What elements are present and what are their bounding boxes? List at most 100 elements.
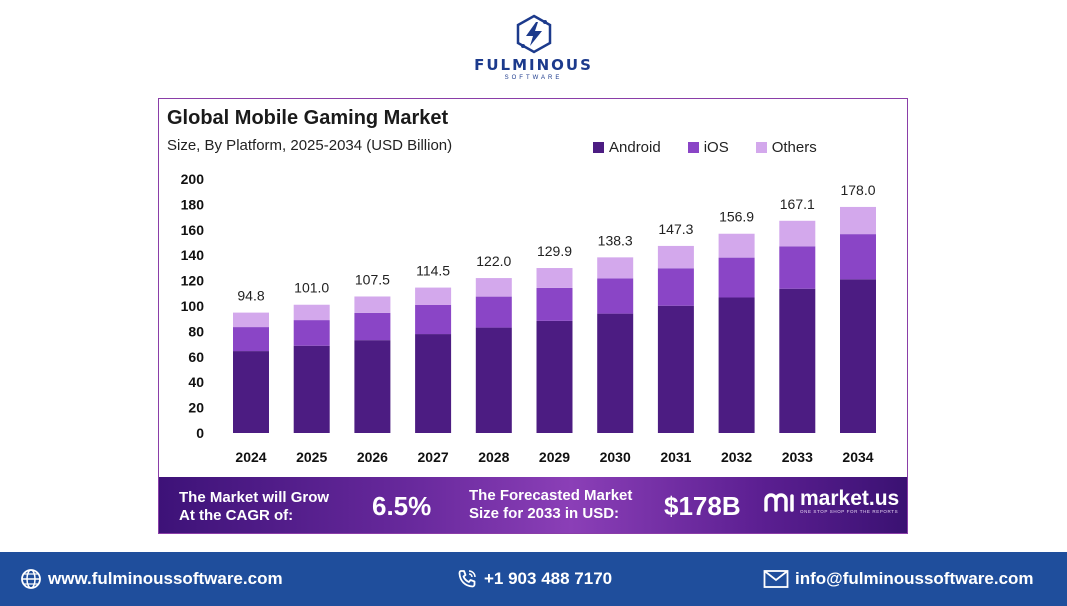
bar-segment-android xyxy=(354,340,391,433)
bar-segment-ios xyxy=(415,304,452,335)
bar-segment-ios xyxy=(657,268,694,306)
bar-total-label: 167.1 xyxy=(780,196,815,212)
summary-banner: The Market will Grow At the CAGR of: 6.5… xyxy=(159,477,907,533)
bar-total-label: 122.0 xyxy=(476,253,511,269)
forecast-label-line2: Size for 2033 in USD: xyxy=(469,505,620,522)
bar-segment-android xyxy=(293,345,330,433)
bar-segment-others xyxy=(293,304,330,321)
bar-segment-others xyxy=(657,245,694,269)
legend-label-others: Others xyxy=(771,139,817,156)
bar-segment-others xyxy=(718,233,755,258)
cagr-label-line2: At the CAGR of: xyxy=(179,507,294,524)
y-tick-label: 20 xyxy=(188,400,204,416)
bar-segment-ios xyxy=(779,246,816,289)
bar-segment-android xyxy=(657,305,694,433)
forecast-label-line1: The Forecasted Market xyxy=(469,487,633,504)
bar-total-label: 147.3 xyxy=(658,221,693,237)
legend-label-ios: iOS xyxy=(703,139,729,156)
cagr-label-line1: The Market will Grow xyxy=(179,489,330,506)
stacked-bar-chart: 0 20 40 60 80 100 120 140 160 180 200 94.8 2024 101.0… xyxy=(181,171,876,465)
bar-total-label: 138.3 xyxy=(598,232,633,248)
bar-segment-android xyxy=(840,279,876,433)
x-tick-label: 2028 xyxy=(478,449,509,465)
chart-subtitle: Size, By Platform, 2025-2034 (USD Billio… xyxy=(167,137,453,154)
bar-segment-others xyxy=(779,220,816,247)
bar-segment-ios xyxy=(293,320,330,346)
x-tick-label: 2027 xyxy=(418,449,449,465)
bar-segment-android xyxy=(597,313,634,433)
bar-segment-others xyxy=(597,257,634,279)
bar-segment-others xyxy=(415,287,452,305)
legend-item-android: Android xyxy=(593,139,661,156)
market-us-logo: market.us ONE STOP SHOP FOR THE REPORTS xyxy=(763,487,900,514)
market-us-icon xyxy=(764,492,794,512)
x-tick-label: 2029 xyxy=(539,449,570,465)
legend-item-others: Others xyxy=(755,139,817,156)
market-us-name: market.us xyxy=(800,487,900,510)
footer-phone[interactable]: +1 903 488 7170 xyxy=(456,552,612,606)
y-tick-label: 200 xyxy=(181,171,205,187)
bar-total-label: 101.0 xyxy=(294,280,329,296)
bar-total-label: 114.5 xyxy=(416,263,450,279)
brand-name: FULMINOUS xyxy=(474,56,593,74)
y-tick-label: 140 xyxy=(181,247,205,263)
bar-segment-ios xyxy=(233,327,269,352)
bar-segment-android xyxy=(779,288,816,433)
x-tick-label: 2031 xyxy=(660,449,691,465)
x-tick-label: 2026 xyxy=(357,449,388,465)
x-tick-label: 2025 xyxy=(296,449,327,465)
legend-swatch-ios xyxy=(687,142,699,153)
lightning-hexagon-icon xyxy=(516,14,551,54)
cagr-label: The Market will Grow At the CAGR of: xyxy=(179,489,329,525)
forecast-value: $178B xyxy=(664,491,741,521)
bar-segment-ios xyxy=(536,287,573,321)
legend-label-android: Android xyxy=(609,139,661,156)
y-tick-label: 0 xyxy=(196,425,204,441)
website-link[interactable]: www.fulminoussoftware.com xyxy=(48,569,283,588)
chart-legend: Android iOS Others xyxy=(593,139,844,156)
chart-card: Global Mobile Gaming Market Size, By Pla… xyxy=(158,98,908,534)
y-tick-label: 180 xyxy=(181,196,205,212)
y-tick-label: 40 xyxy=(188,374,204,390)
y-tick-label: 60 xyxy=(188,349,204,365)
bar-segment-others xyxy=(840,206,876,235)
bar-segment-others xyxy=(475,278,512,297)
envelope-icon xyxy=(763,570,789,588)
email-address[interactable]: info@fulminoussoftware.com xyxy=(795,569,1034,588)
y-tick-label: 120 xyxy=(181,273,205,289)
market-us-tagline: ONE STOP SHOP FOR THE REPORTS xyxy=(800,509,899,514)
footer-email[interactable]: info@fulminoussoftware.com xyxy=(763,552,1034,606)
bar-segment-ios xyxy=(597,278,634,314)
bar-total-label: 178.0 xyxy=(840,182,875,198)
bar-segment-android xyxy=(718,297,755,433)
bar-segment-others xyxy=(233,312,269,328)
x-tick-label: 2030 xyxy=(600,449,631,465)
bar-segment-android xyxy=(536,320,573,433)
legend-item-ios: iOS xyxy=(687,139,729,156)
globe-icon xyxy=(21,569,41,589)
bar-total-label: 94.8 xyxy=(237,288,264,304)
phone-number[interactable]: +1 903 488 7170 xyxy=(484,569,613,588)
x-tick-label: 2032 xyxy=(721,449,752,465)
footer-website[interactable]: www.fulminoussoftware.com xyxy=(20,552,283,606)
bar-segment-ios xyxy=(718,257,755,298)
legend-swatch-others xyxy=(755,142,767,153)
phone-icon xyxy=(458,570,476,588)
company-logo: FULMINOUS SOFTWARE xyxy=(0,14,1067,81)
bar-total-label: 156.9 xyxy=(719,209,754,225)
bar-total-label: 129.9 xyxy=(537,243,572,259)
x-tick-label: 2034 xyxy=(842,449,873,465)
bar-segment-android xyxy=(233,351,269,433)
bar-segment-ios xyxy=(475,296,512,328)
x-tick-label: 2024 xyxy=(235,449,266,465)
legend-swatch-android xyxy=(593,142,604,153)
bar-segment-android xyxy=(415,334,452,433)
forecast-label: The Forecasted Market Size for 2033 in U… xyxy=(469,487,632,523)
brand-tagline: SOFTWARE xyxy=(504,75,563,81)
bar-segment-ios xyxy=(354,312,391,341)
bar-segment-ios xyxy=(840,234,876,280)
y-tick-label: 80 xyxy=(188,323,204,339)
bar-segment-others xyxy=(354,296,391,313)
chart-title: Global Mobile Gaming Market xyxy=(167,107,449,129)
contact-footer: www.fulminoussoftware.com +1 903 488 717… xyxy=(0,552,1067,606)
